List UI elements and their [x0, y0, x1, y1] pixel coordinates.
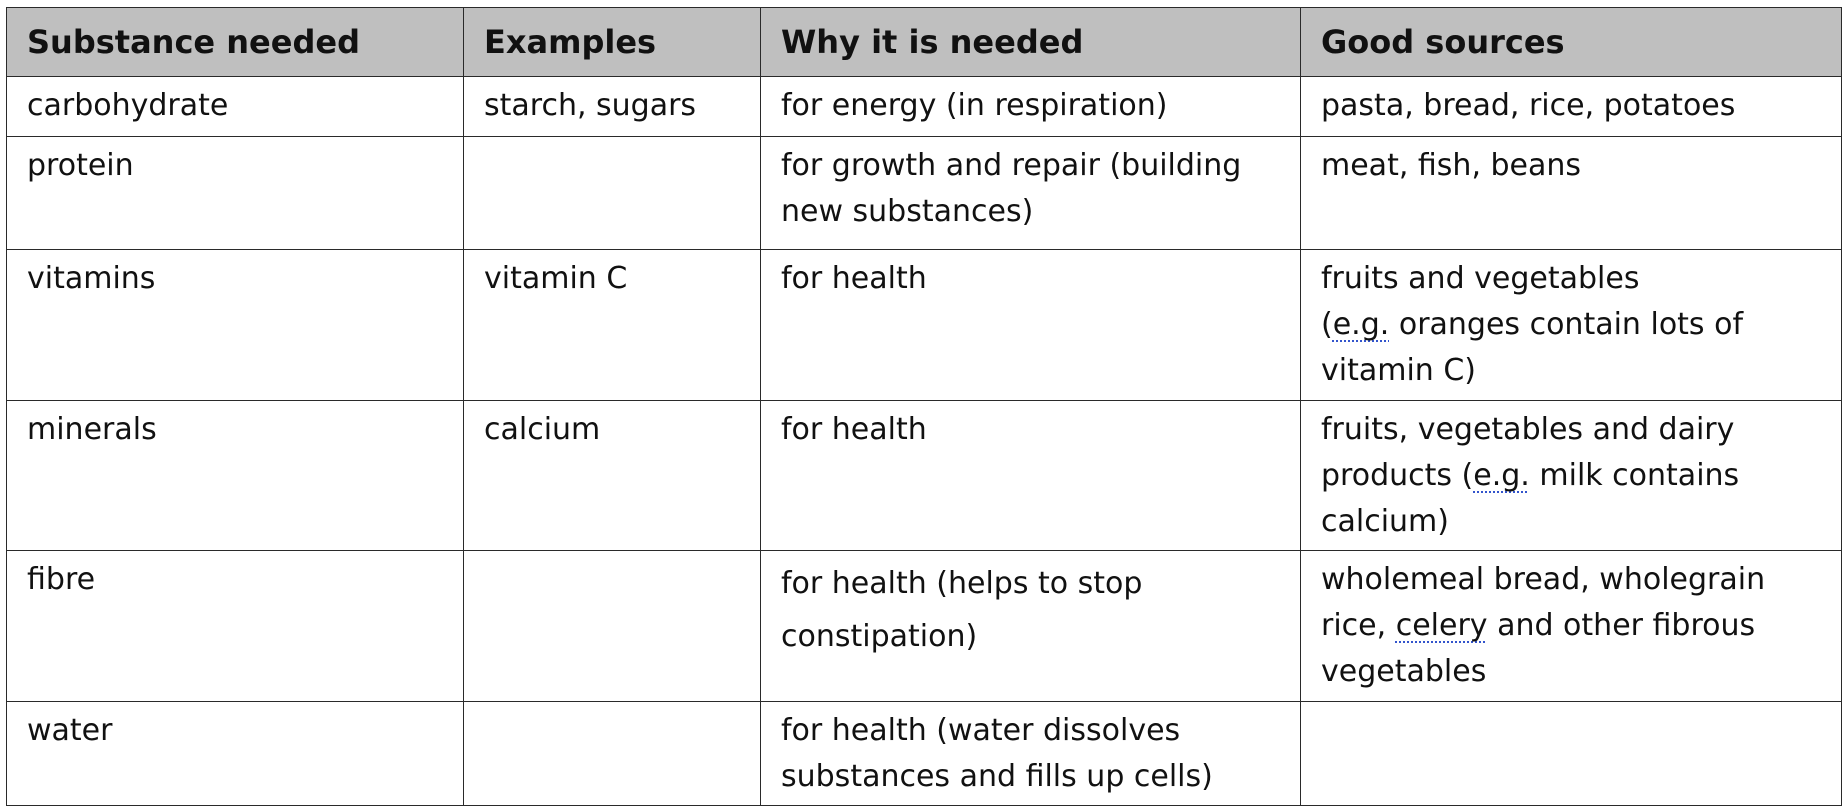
substance-cell: protein — [27, 148, 134, 183]
header-examples: Examples — [463, 7, 761, 77]
examples-cell — [484, 551, 740, 557]
sources-cell: meat, fish, beans — [1321, 137, 1821, 189]
sources-text: fruits, vegetables and dairy products ( — [1321, 412, 1735, 493]
header-why-it-is-needed: Why it is needed — [760, 7, 1301, 77]
why-cell: for health — [781, 412, 927, 447]
substance-cell: water — [27, 713, 113, 748]
why-cell: for health — [781, 261, 927, 296]
sources-text: oranges contain lots of vitamin C) — [1321, 307, 1744, 388]
table-row: protein for growth and repair (building … — [6, 136, 1842, 250]
why-cell: for growth and repair (building new subs… — [781, 148, 1242, 229]
table-row: carbohydrate starch, sugars for energy (… — [6, 76, 1842, 137]
sources-text: meat, fish, beans — [1321, 148, 1582, 183]
header-good-sources: Good sources — [1300, 7, 1842, 77]
why-cell: for health (water dissolves substances a… — [781, 713, 1213, 794]
nutrition-table: Substance needed Examples Why it is need… — [6, 7, 1842, 806]
substance-cell: fibre — [27, 562, 96, 597]
sources-text: milk contains calcium) — [1321, 458, 1740, 539]
sources-text: and other fibrous vegetables — [1321, 608, 1756, 689]
table-header-row: Substance needed Examples Why it is need… — [6, 7, 1842, 77]
substance-cell: vitamins — [27, 261, 156, 296]
spellcheck-underlined-word: celery — [1395, 608, 1488, 643]
examples-cell — [484, 137, 740, 143]
substance-cell: carbohydrate — [27, 88, 229, 123]
sources-cell: fruits, vegetables and dairy products (e… — [1321, 401, 1821, 545]
sources-text: wholemeal bread, wholegrain rice, — [1321, 562, 1766, 643]
table-row: minerals calcium for health fruits, vege… — [6, 400, 1842, 551]
sources-text: pasta, bread, rice, potatoes — [1321, 88, 1736, 123]
header-substance-needed: Substance needed — [6, 7, 464, 77]
why-cell: for health (helps to stop constipation) — [781, 566, 1143, 654]
substance-cell: minerals — [27, 412, 157, 447]
table-row: fibre for health (helps to stop constipa… — [6, 550, 1842, 702]
spellcheck-underlined-word: e.g. — [1332, 307, 1390, 342]
examples-cell: starch, sugars — [484, 88, 697, 123]
sources-text: ( — [1321, 307, 1333, 342]
sources-cell — [1321, 702, 1821, 708]
sources-cell: wholemeal bread, wholegrain rice, celery… — [1321, 551, 1821, 695]
table-row: vitamins vitamin C for health fruits and… — [6, 249, 1842, 401]
sources-cell: fruits and vegetables (e.g. oranges conta… — [1321, 250, 1821, 394]
table-row: water for health (water dissolves substa… — [6, 701, 1842, 806]
examples-cell: calcium — [484, 412, 601, 447]
why-cell: for energy (in respiration) — [781, 88, 1168, 123]
sources-cell: pasta, bread, rice, potatoes — [1321, 77, 1821, 129]
examples-cell: vitamin C — [484, 261, 628, 296]
examples-cell — [484, 702, 740, 708]
sources-text: fruits and vegetables — [1321, 261, 1640, 296]
spellcheck-underlined-word: e.g. — [1473, 458, 1530, 493]
